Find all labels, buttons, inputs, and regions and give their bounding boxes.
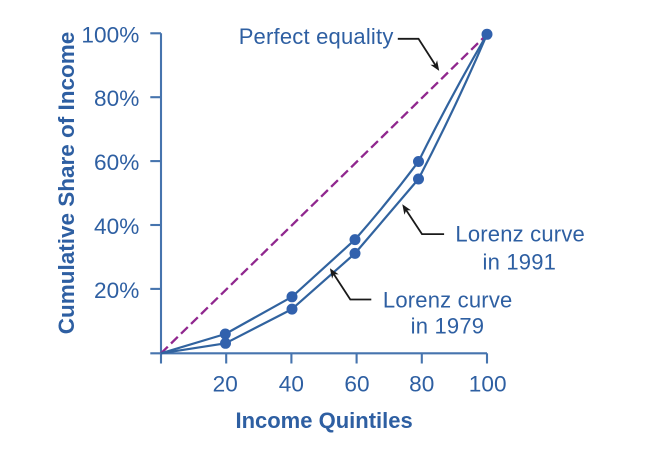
- svg-text:Perfect equality: Perfect equality: [239, 24, 394, 49]
- svg-text:in 1979: in 1979: [411, 314, 485, 339]
- svg-text:40: 40: [279, 371, 304, 396]
- svg-text:20: 20: [213, 371, 238, 396]
- svg-text:Lorenz curve: Lorenz curve: [383, 287, 513, 312]
- svg-text:40%: 40%: [94, 214, 140, 239]
- svg-text:in 1991: in 1991: [483, 250, 557, 275]
- svg-text:Lorenz curve: Lorenz curve: [455, 221, 585, 246]
- svg-text:60: 60: [344, 371, 369, 396]
- svg-text:100%: 100%: [81, 22, 139, 47]
- svg-text:Cumulative Share of Income: Cumulative Share of Income: [54, 32, 79, 335]
- svg-text:100: 100: [469, 371, 507, 396]
- svg-text:Income Quintiles: Income Quintiles: [235, 408, 412, 433]
- svg-text:80: 80: [409, 371, 434, 396]
- svg-text:80%: 80%: [94, 86, 140, 111]
- svg-text:20%: 20%: [94, 278, 140, 303]
- svg-text:60%: 60%: [94, 150, 140, 175]
